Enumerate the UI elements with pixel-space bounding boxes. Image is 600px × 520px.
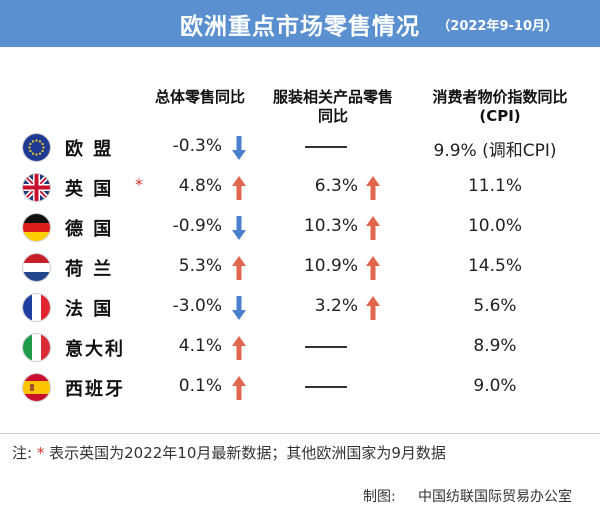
up-arrow-icon	[232, 256, 246, 280]
footnote-star: *	[135, 175, 143, 194]
total-retail-value: -0.3%	[172, 136, 222, 156]
total-retail-value: 0.1%	[178, 376, 222, 396]
eu-flag-icon	[23, 134, 50, 161]
table-row: 德 国 -0.9% 10.3% 10.0%	[0, 208, 600, 248]
italy-flag-icon	[23, 334, 50, 361]
up-arrow-icon	[366, 256, 380, 280]
country-name: 荷 兰	[65, 259, 114, 280]
down-arrow-icon	[232, 296, 246, 320]
up-arrow-icon	[232, 376, 246, 400]
uk-flag-icon	[23, 174, 50, 201]
table-row: 西班牙 0.1% 9.0%	[0, 368, 600, 408]
cpi-value: 9.9% (调和CPI)	[433, 141, 557, 161]
period-label: （2022年9-10月）	[437, 19, 558, 34]
table-row: 欧 盟 -0.3% 9.9% (调和CPI)	[0, 128, 600, 168]
cpi-value: 8.9%	[473, 336, 517, 356]
apparel-value: 6.3%	[314, 176, 358, 196]
total-retail-value: -0.9%	[172, 216, 222, 236]
table-row: 荷 兰 5.3% 10.9% 14.5%	[0, 248, 600, 288]
footnote-star: *	[36, 444, 45, 462]
up-arrow-icon	[366, 216, 380, 240]
total-retail-value: 4.1%	[178, 336, 222, 356]
table-row: 英 国 * 4.8% 6.3% 11.1%	[0, 168, 600, 208]
table-row: 意大利 4.1% 8.9%	[0, 328, 600, 368]
credit-label: 制图:	[363, 489, 396, 505]
france-flag-icon	[23, 294, 50, 321]
country-name: 法 国	[65, 299, 114, 320]
footnote: 注: * 表示英国为2022年10月最新数据；其他欧洲国家为9月数据	[12, 442, 446, 463]
column-header-total-retail: 总体零售同比	[154, 88, 245, 106]
no-data-dash	[305, 346, 347, 348]
no-data-dash	[305, 146, 347, 148]
column-header-apparel-line2: 同比	[317, 107, 348, 125]
cpi-value: 10.0%	[467, 216, 522, 236]
apparel-value: 3.2%	[314, 296, 358, 316]
country-name: 英 国	[65, 179, 114, 200]
column-header-cpi-line2: (CPI)	[479, 107, 521, 125]
total-retail-value: 4.8%	[178, 176, 222, 196]
up-arrow-icon	[232, 336, 246, 360]
up-arrow-icon	[366, 296, 380, 320]
country-name: 德 国	[65, 219, 114, 240]
netherlands-flag-icon	[23, 254, 50, 281]
footnote-text: 表示英国为2022年10月最新数据；其他欧洲国家为9月数据	[49, 444, 446, 462]
header-banner: 欧洲重点市场零售情况 （2022年9-10月）	[0, 0, 600, 47]
column-header-apparel: 服装相关产品零售 同比	[258, 88, 408, 126]
credit: 制图: 中国纺联国际贸易办公室	[363, 486, 572, 506]
down-arrow-icon	[232, 136, 246, 160]
cpi-value: 5.6%	[473, 296, 517, 316]
table-row: 法 国 -3.0% 3.2% 5.6%	[0, 288, 600, 328]
country-name: 欧 盟	[65, 139, 114, 160]
no-data-dash	[305, 386, 347, 388]
column-header-apparel-line1: 服装相关产品零售	[272, 88, 393, 106]
cpi-value: 14.5%	[467, 256, 522, 276]
footnote-prefix: 注:	[12, 444, 33, 462]
total-retail-value: -3.0%	[172, 296, 222, 316]
country-name: 意大利	[65, 339, 125, 360]
apparel-value: 10.9%	[303, 256, 358, 276]
up-arrow-icon	[232, 176, 246, 200]
cpi-value: 11.1%	[467, 176, 522, 196]
credit-org: 中国纺联国际贸易办公室	[418, 489, 572, 505]
down-arrow-icon	[232, 216, 246, 240]
page-title: 欧洲重点市场零售情况	[180, 14, 420, 40]
country-name: 西班牙	[65, 379, 125, 400]
column-header-cpi: 消费者物价指数同比 (CPI)	[415, 88, 585, 126]
cpi-value: 9.0%	[473, 376, 517, 396]
up-arrow-icon	[366, 176, 380, 200]
total-retail-value: 5.3%	[178, 256, 222, 276]
spain-flag-icon	[23, 374, 50, 401]
germany-flag-icon	[23, 214, 50, 241]
apparel-value: 10.3%	[303, 216, 358, 236]
column-header-cpi-line1: 消费者物价指数同比	[432, 88, 568, 106]
divider	[0, 433, 600, 434]
